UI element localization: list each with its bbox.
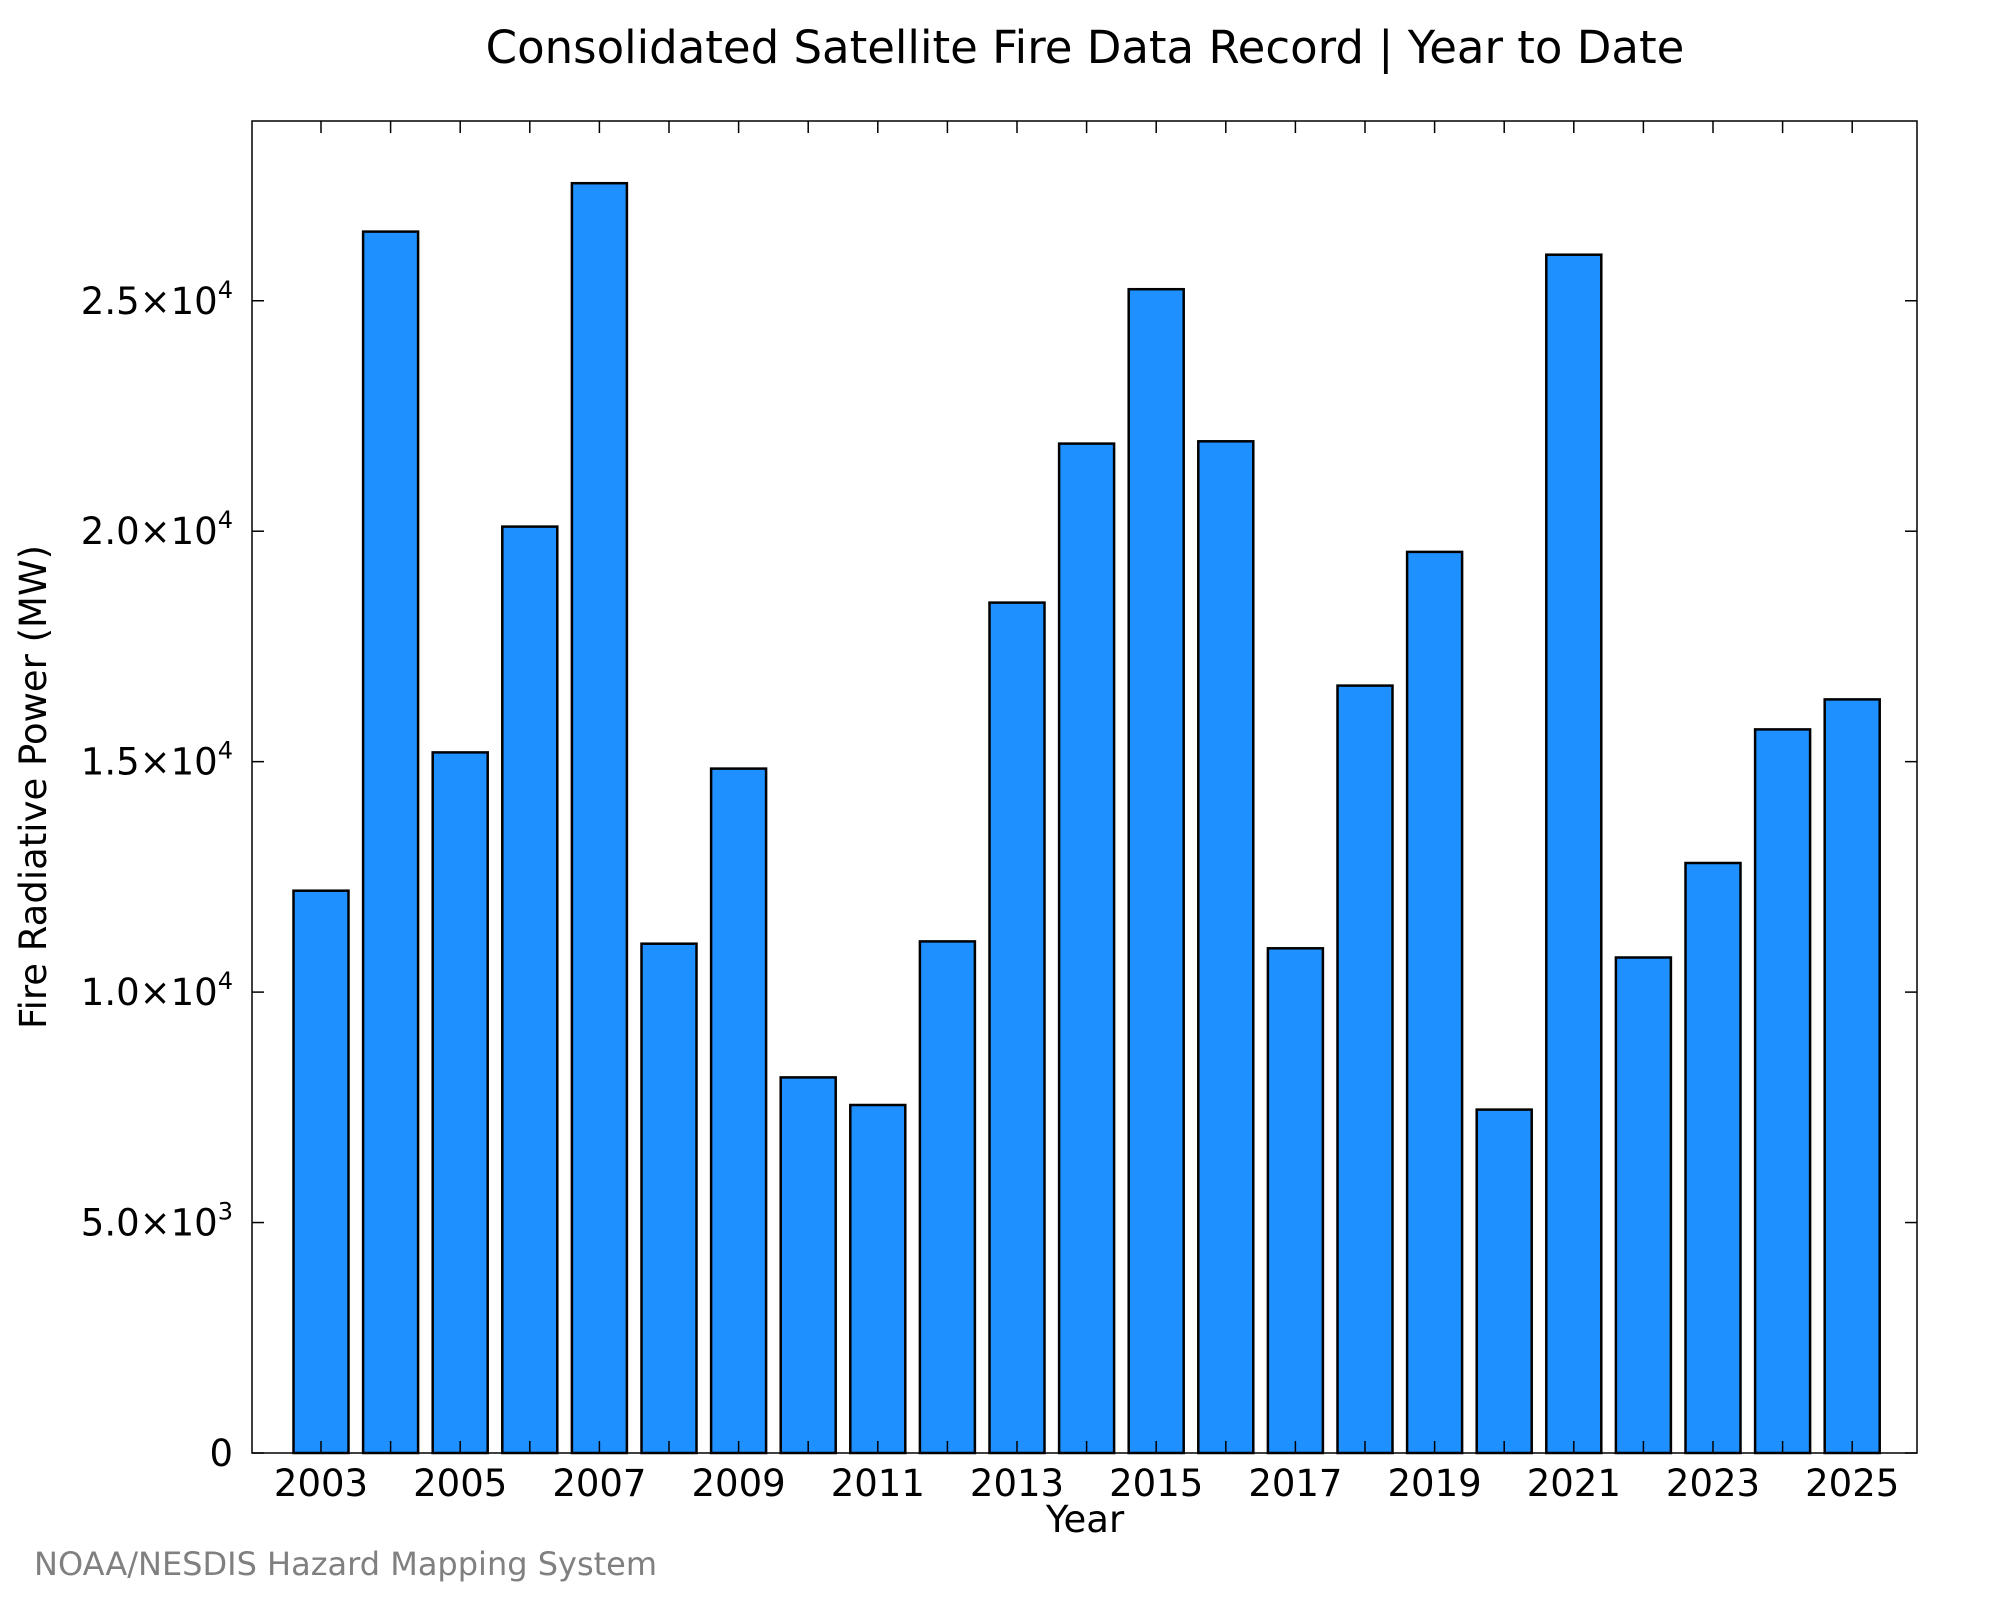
bar-2021: [1545, 253, 1603, 1455]
bar-2009: [709, 767, 768, 1455]
bar-2012: [918, 940, 977, 1455]
x-tick-label-2023: 2023: [1666, 1462, 1760, 1505]
y-tick-mantissa: 2.0×10: [81, 510, 218, 553]
source-credit: NOAA/NESDIS Hazard Mapping System: [34, 1545, 657, 1583]
y-tick-mantissa: 1.5×10: [81, 741, 218, 784]
bar-2020: [1475, 1108, 1533, 1455]
y-tick-label-15000: 1.5×104: [81, 737, 233, 784]
y-tick-label-20000: 2.0×104: [81, 506, 233, 553]
bar-2018: [1336, 684, 1394, 1455]
x-tick-label-2007: 2007: [552, 1462, 646, 1505]
bar-2004: [361, 230, 420, 1455]
x-tick-label-2021: 2021: [1527, 1462, 1621, 1505]
chart-title: Consolidated Satellite Fire Data Record …: [486, 21, 1685, 74]
bar-2015: [1127, 287, 1185, 1455]
y-tick-mantissa: 5.0×10: [81, 1202, 218, 1245]
plot-frame: [251, 120, 1918, 1454]
x-tick-label-2015: 2015: [1109, 1462, 1203, 1505]
bar-2019: [1405, 550, 1464, 1455]
y-tick-mantissa: 2.5×10: [81, 280, 218, 323]
y-tick-exponent: 3: [218, 1198, 233, 1226]
x-axis-label: Year: [1045, 1498, 1125, 1541]
y-tick-exponent: 4: [218, 967, 233, 995]
bar-2006: [501, 525, 559, 1455]
bar-2005: [431, 751, 489, 1455]
bar-2013: [988, 601, 1046, 1455]
y-tick-mantissa: 1.0×10: [81, 971, 218, 1014]
y-tick-exponent: 4: [218, 506, 233, 534]
x-tick-label-2013: 2013: [970, 1462, 1064, 1505]
y-tick-exponent: 4: [218, 737, 233, 765]
y-tick-label-25000: 2.5×104: [81, 276, 233, 323]
x-tick-label-2011: 2011: [831, 1462, 925, 1505]
bar-2024: [1753, 728, 1812, 1455]
x-tick-label-2019: 2019: [1388, 1462, 1482, 1505]
bar-2025: [1823, 698, 1881, 1455]
bar-2022: [1614, 956, 1673, 1455]
y-tick-label-10000: 1.0×104: [81, 967, 233, 1014]
bar-2017: [1266, 947, 1325, 1455]
ticks-layer: 2003 2005 2007 2009 2011 2013 2015 2017 2019 2021…: [81, 121, 1917, 1505]
bar-2011: [849, 1103, 907, 1455]
x-tick-label-2009: 2009: [692, 1462, 786, 1505]
bar-2016: [1197, 440, 1255, 1455]
y-tick-label-5000: 5.0×103: [81, 1198, 233, 1245]
x-tick-label-2017: 2017: [1248, 1462, 1342, 1505]
bar-2023: [1684, 861, 1742, 1455]
y-tick-exponent: 4: [218, 276, 233, 304]
x-tick-label-2003: 2003: [274, 1462, 368, 1505]
y-axis-label: Fire Radiative Power (MW): [12, 545, 55, 1029]
x-tick-label-2005: 2005: [413, 1462, 507, 1505]
bar-2010: [779, 1076, 837, 1455]
bars-layer: [292, 181, 1881, 1455]
bar-2008: [640, 942, 698, 1455]
bar-2014: [1057, 442, 1116, 1455]
x-tick-label-2025: 2025: [1805, 1462, 1899, 1505]
bar-2007: [570, 181, 629, 1455]
y-tick-label-0: 0: [209, 1432, 233, 1475]
bar-2003: [292, 889, 350, 1455]
y-tick-mantissa: 0: [209, 1432, 233, 1475]
